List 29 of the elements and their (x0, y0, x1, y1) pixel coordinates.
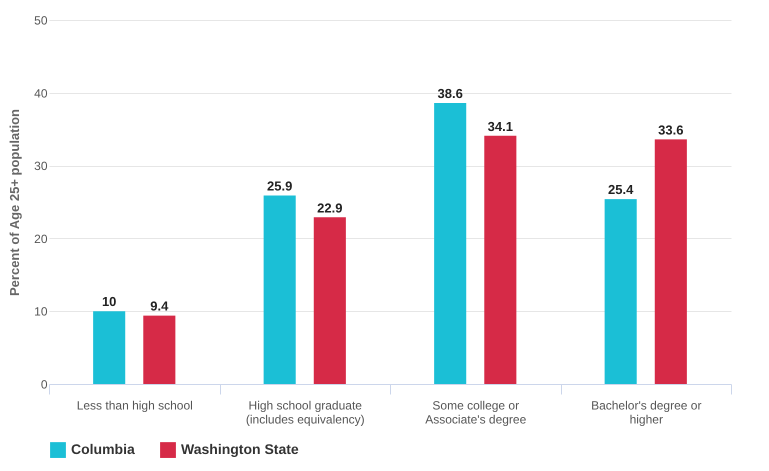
x-tick-label: High school graduate (includes equivalency) (246, 398, 365, 426)
y-tick-label: 30 (34, 159, 48, 174)
x-tick-label: Less than high school (76, 398, 193, 412)
data-label: 38.6 (438, 86, 463, 101)
data-label: 25.4 (608, 182, 634, 198)
data-label: 22.9 (317, 200, 342, 216)
data-label: 9.4 (150, 298, 170, 314)
legend-label: Washington State (181, 441, 299, 458)
y-tick-label: 40 (34, 86, 48, 100)
x-tick-label: Bachelor's degree or higher (591, 398, 702, 426)
data-label: 33.6 (658, 122, 684, 138)
bar (143, 316, 176, 384)
bar (314, 217, 346, 384)
x-tick-label: Some college or Associate's degree (425, 398, 527, 426)
y-tick-label: 10 (34, 304, 48, 319)
bar (93, 311, 126, 384)
bar (484, 136, 516, 384)
data-label: 10 (102, 294, 116, 310)
bar (434, 102, 466, 384)
y-tick-label: 50 (34, 14, 48, 28)
bar (604, 199, 637, 384)
y-axis-title: Percent of Age 25+ population (7, 108, 22, 296)
y-tick-label: 20 (34, 232, 48, 246)
y-tick-label: 0 (40, 378, 48, 392)
data-label: 25.9 (267, 178, 292, 194)
bar (264, 195, 296, 384)
legend-label: Columbia (71, 441, 135, 458)
data-label: 34.1 (488, 118, 513, 134)
bar (654, 139, 687, 384)
